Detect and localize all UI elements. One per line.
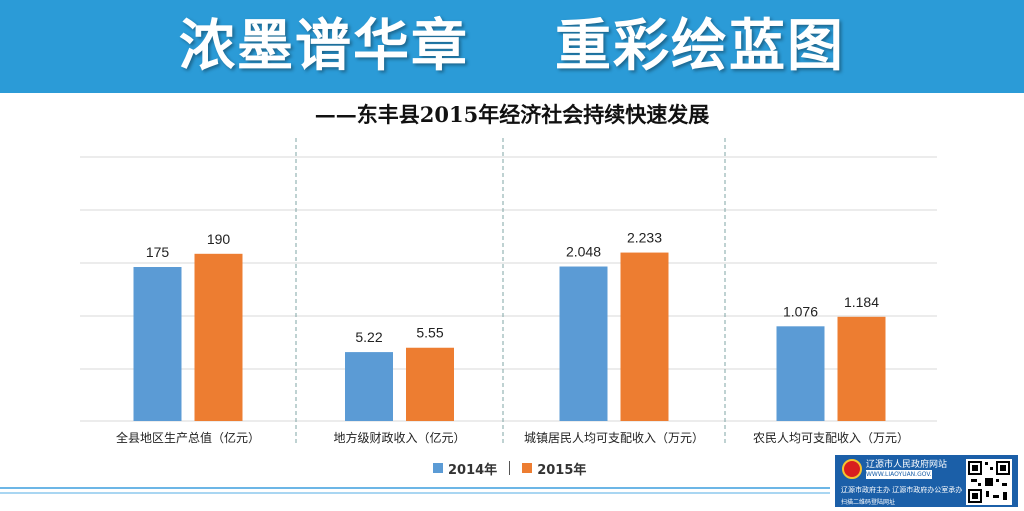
data-label-2-1: 2.233 (627, 230, 662, 246)
bar-1-1 (406, 347, 454, 421)
bar-0-0 (133, 267, 182, 421)
data-label-1-1: 5.55 (416, 325, 443, 341)
data-label-3-1: 1.184 (844, 294, 879, 310)
legend-swatch-2015 (522, 463, 533, 473)
bar-3-0 (776, 326, 825, 421)
footer-divider (0, 487, 830, 489)
data-label-3-0: 1.076 (783, 303, 818, 319)
bar-2-1 (620, 252, 669, 421)
legend-item-2014: 2014年 (433, 459, 497, 478)
footer-divider-2 (0, 492, 830, 494)
legend-item-2015: 2015年 (522, 459, 586, 478)
category-label-2: 城镇居民人均可支配收入（万元） (524, 431, 704, 445)
bar-1-0 (345, 352, 393, 421)
qr-code-icon[interactable] (966, 459, 1012, 505)
data-label-0-1: 190 (207, 231, 231, 247)
chart-subtitle: ——东丰县2015年经济社会持续快速发展 (314, 102, 710, 127)
category-label-0: 全县地区生产总值（亿元） (116, 430, 260, 445)
site-host-text: 辽源市政府主办 辽源市政府办公室承办 (841, 486, 963, 494)
data-label-2-0: 2.048 (566, 244, 601, 260)
chart-legend: 2014年 2015年 (433, 458, 586, 478)
legend-label-2014: 2014年 (448, 462, 498, 478)
site-url[interactable]: WWW.LIAOYUAN.GOV.CN (866, 470, 932, 479)
national-emblem-icon (842, 459, 862, 479)
site-name: 辽源市人民政府网站 (866, 460, 948, 470)
bar-3-1 (837, 316, 886, 421)
title-banner: 浓墨谱华章 重彩绘蓝图 (0, 0, 1024, 93)
legend-label-2015: 2015年 (537, 462, 587, 478)
qr-scan-text: 扫描二维码登陆网址 (841, 499, 896, 506)
banner-title: 浓墨谱华章 重彩绘蓝图 (179, 13, 845, 79)
category-label-1: 地方级财政收入（亿元） (333, 430, 465, 445)
legend-swatch-2014 (433, 463, 443, 473)
bar-0-1 (194, 253, 243, 421)
data-label-0-0: 175 (146, 244, 170, 260)
data-label-1-0: 5.22 (355, 329, 382, 345)
category-label-3: 农民人均可支配收入（万元） (753, 431, 909, 445)
legend-separator (509, 461, 511, 475)
bar-2-0 (559, 266, 608, 421)
